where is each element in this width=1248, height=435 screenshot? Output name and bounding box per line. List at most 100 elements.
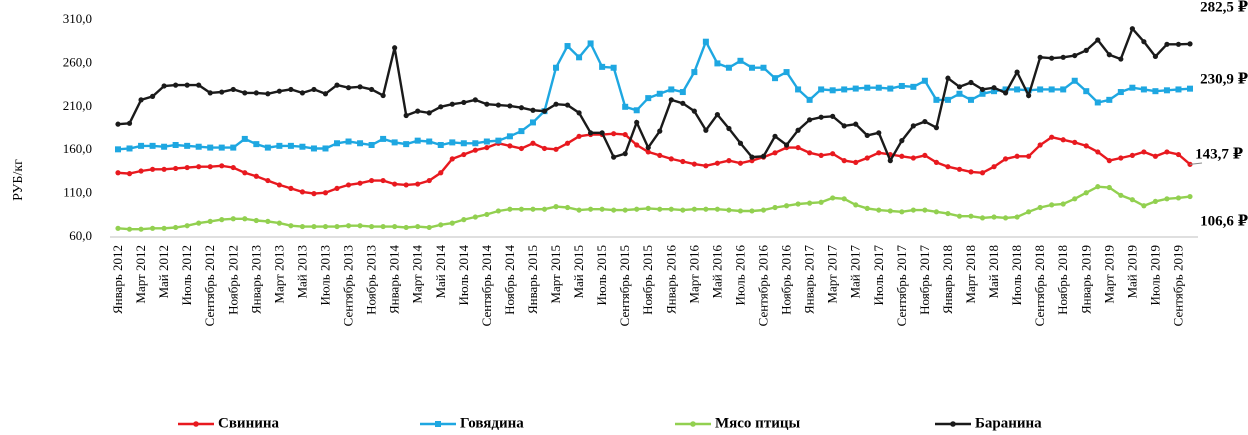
y-tick-label: 160,0 — [63, 141, 92, 156]
marker — [979, 90, 986, 97]
marker — [760, 207, 767, 213]
marker — [149, 142, 156, 149]
marker — [265, 177, 271, 184]
marker — [1152, 53, 1159, 60]
x-tick-label: Сентябрь 2013 — [341, 245, 356, 326]
marker — [680, 207, 686, 213]
marker — [322, 91, 329, 97]
marker — [991, 88, 998, 95]
marker — [311, 223, 317, 230]
marker — [472, 140, 479, 147]
marker — [829, 87, 836, 94]
marker — [207, 218, 213, 224]
y-tick-label: 60,0 — [69, 228, 92, 243]
legend-item: Баранина — [935, 415, 1042, 431]
marker — [887, 208, 893, 214]
marker — [737, 57, 744, 64]
marker — [299, 223, 306, 230]
value-label: 230,9 ₽ — [1200, 71, 1248, 87]
x-tick-label: Июль 2016 — [732, 245, 747, 306]
marker — [438, 104, 444, 110]
marker — [807, 150, 813, 156]
marker — [841, 158, 847, 164]
marker — [219, 89, 225, 95]
marker — [1152, 88, 1159, 95]
marker — [242, 90, 248, 96]
marker — [922, 207, 928, 213]
marker — [138, 226, 144, 232]
marker — [1094, 99, 1101, 106]
marker — [910, 207, 916, 213]
marker — [149, 166, 156, 172]
marker — [703, 163, 709, 169]
marker — [933, 125, 940, 131]
marker — [737, 208, 744, 214]
marker — [380, 177, 386, 184]
marker — [772, 150, 778, 156]
x-tick-label: Январь 2017 — [802, 245, 817, 315]
marker — [438, 222, 444, 228]
marker — [714, 60, 721, 67]
marker — [714, 206, 720, 212]
marker — [703, 127, 709, 133]
marker — [230, 216, 236, 222]
marker — [1118, 155, 1124, 161]
marker — [553, 101, 559, 107]
y-tick-label: 210,0 — [63, 98, 92, 113]
marker — [507, 143, 513, 149]
marker — [380, 135, 387, 142]
marker — [1083, 88, 1090, 95]
marker — [564, 102, 571, 108]
marker — [968, 213, 974, 219]
marker — [392, 223, 398, 230]
marker — [161, 83, 167, 89]
x-tick-label: Январь 2016 — [663, 245, 678, 315]
x-tick-label: Январь 2015 — [525, 245, 540, 314]
y-tick-label: 260,0 — [63, 54, 92, 69]
legend-marker — [950, 421, 956, 427]
marker — [1037, 142, 1043, 148]
marker — [933, 96, 940, 103]
marker — [1060, 201, 1066, 207]
marker — [495, 137, 502, 144]
marker — [357, 223, 363, 229]
marker — [495, 208, 501, 214]
marker — [484, 101, 490, 107]
marker — [449, 101, 455, 107]
marker — [564, 43, 571, 50]
marker — [864, 132, 870, 139]
marker — [1026, 92, 1032, 99]
marker — [1014, 153, 1020, 159]
x-tick-label: Май 2015 — [571, 245, 586, 299]
marker — [634, 142, 640, 148]
marker — [207, 144, 214, 151]
x-tick-label: Май 2019 — [1124, 245, 1139, 299]
y-tick-label: 110,0 — [63, 185, 92, 200]
marker — [979, 215, 986, 221]
marker — [472, 97, 478, 103]
marker — [979, 170, 986, 176]
marker — [622, 131, 628, 138]
marker — [830, 113, 836, 119]
marker — [760, 64, 767, 71]
x-tick-label: Сентябрь 2018 — [1032, 245, 1047, 326]
marker — [956, 213, 963, 219]
marker — [576, 207, 582, 213]
marker — [368, 86, 375, 93]
marker — [945, 164, 951, 170]
marker — [1026, 209, 1032, 215]
marker — [276, 88, 282, 94]
x-tick-label: Январь 2012 — [110, 245, 125, 314]
marker — [529, 119, 536, 126]
marker — [253, 173, 259, 179]
marker — [645, 149, 651, 155]
marker — [668, 97, 674, 103]
x-tick-label: Сентябрь 2015 — [617, 245, 632, 326]
marker — [645, 95, 652, 102]
marker — [899, 209, 905, 215]
marker — [138, 168, 144, 174]
marker — [287, 142, 294, 149]
x-tick-label: Март 2013 — [271, 245, 286, 304]
legend-label: Говядина — [460, 415, 524, 431]
